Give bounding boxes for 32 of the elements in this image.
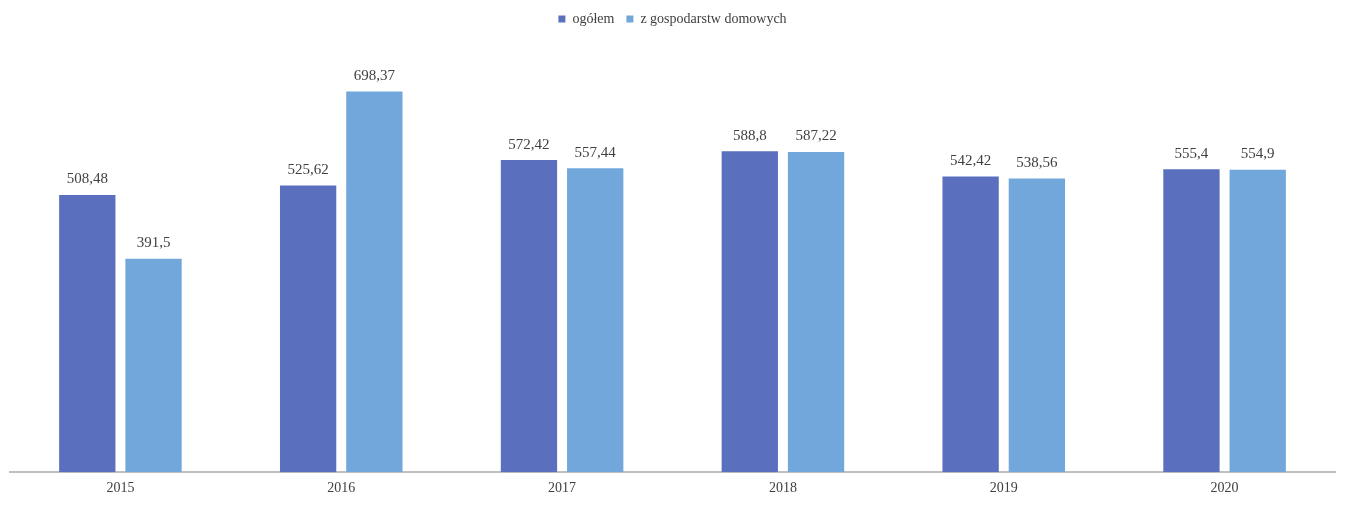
data-label: 557,44 [574, 143, 617, 160]
x-tick-label: 2015 [106, 480, 135, 496]
bar [500, 160, 558, 473]
x-tick-label: 2020 [1210, 480, 1239, 496]
bar [721, 151, 778, 473]
bar [59, 194, 116, 473]
legend-label: ogółem [572, 10, 615, 26]
data-label: 572,42 [508, 135, 550, 152]
bar [346, 91, 403, 473]
x-tick-label: 2019 [989, 480, 1018, 496]
bar [567, 168, 624, 473]
bar [1163, 169, 1220, 473]
x-tick-label: 2017 [548, 480, 577, 496]
bar [125, 258, 182, 473]
data-label: 555,4 [1174, 144, 1209, 161]
bar [787, 152, 845, 473]
x-tick-label: 2018 [768, 480, 797, 496]
data-label: 588,8 [732, 126, 767, 143]
data-label: 554,9 [1240, 145, 1275, 162]
data-label: 525,62 [287, 161, 329, 178]
bar [279, 185, 337, 473]
data-label: 698,37 [353, 66, 396, 83]
data-label: 542,42 [950, 151, 992, 168]
data-label: 391,5 [136, 234, 171, 251]
legend-label: z gospodarstw domowych [640, 10, 787, 26]
data-label: 538,56 [1016, 153, 1058, 170]
data-label: 508,48 [66, 170, 108, 187]
bar [942, 176, 999, 473]
x-tick-label: 2016 [327, 480, 356, 496]
data-label: 587,22 [795, 127, 837, 144]
bar [1229, 169, 1286, 473]
bar [1008, 178, 1066, 473]
